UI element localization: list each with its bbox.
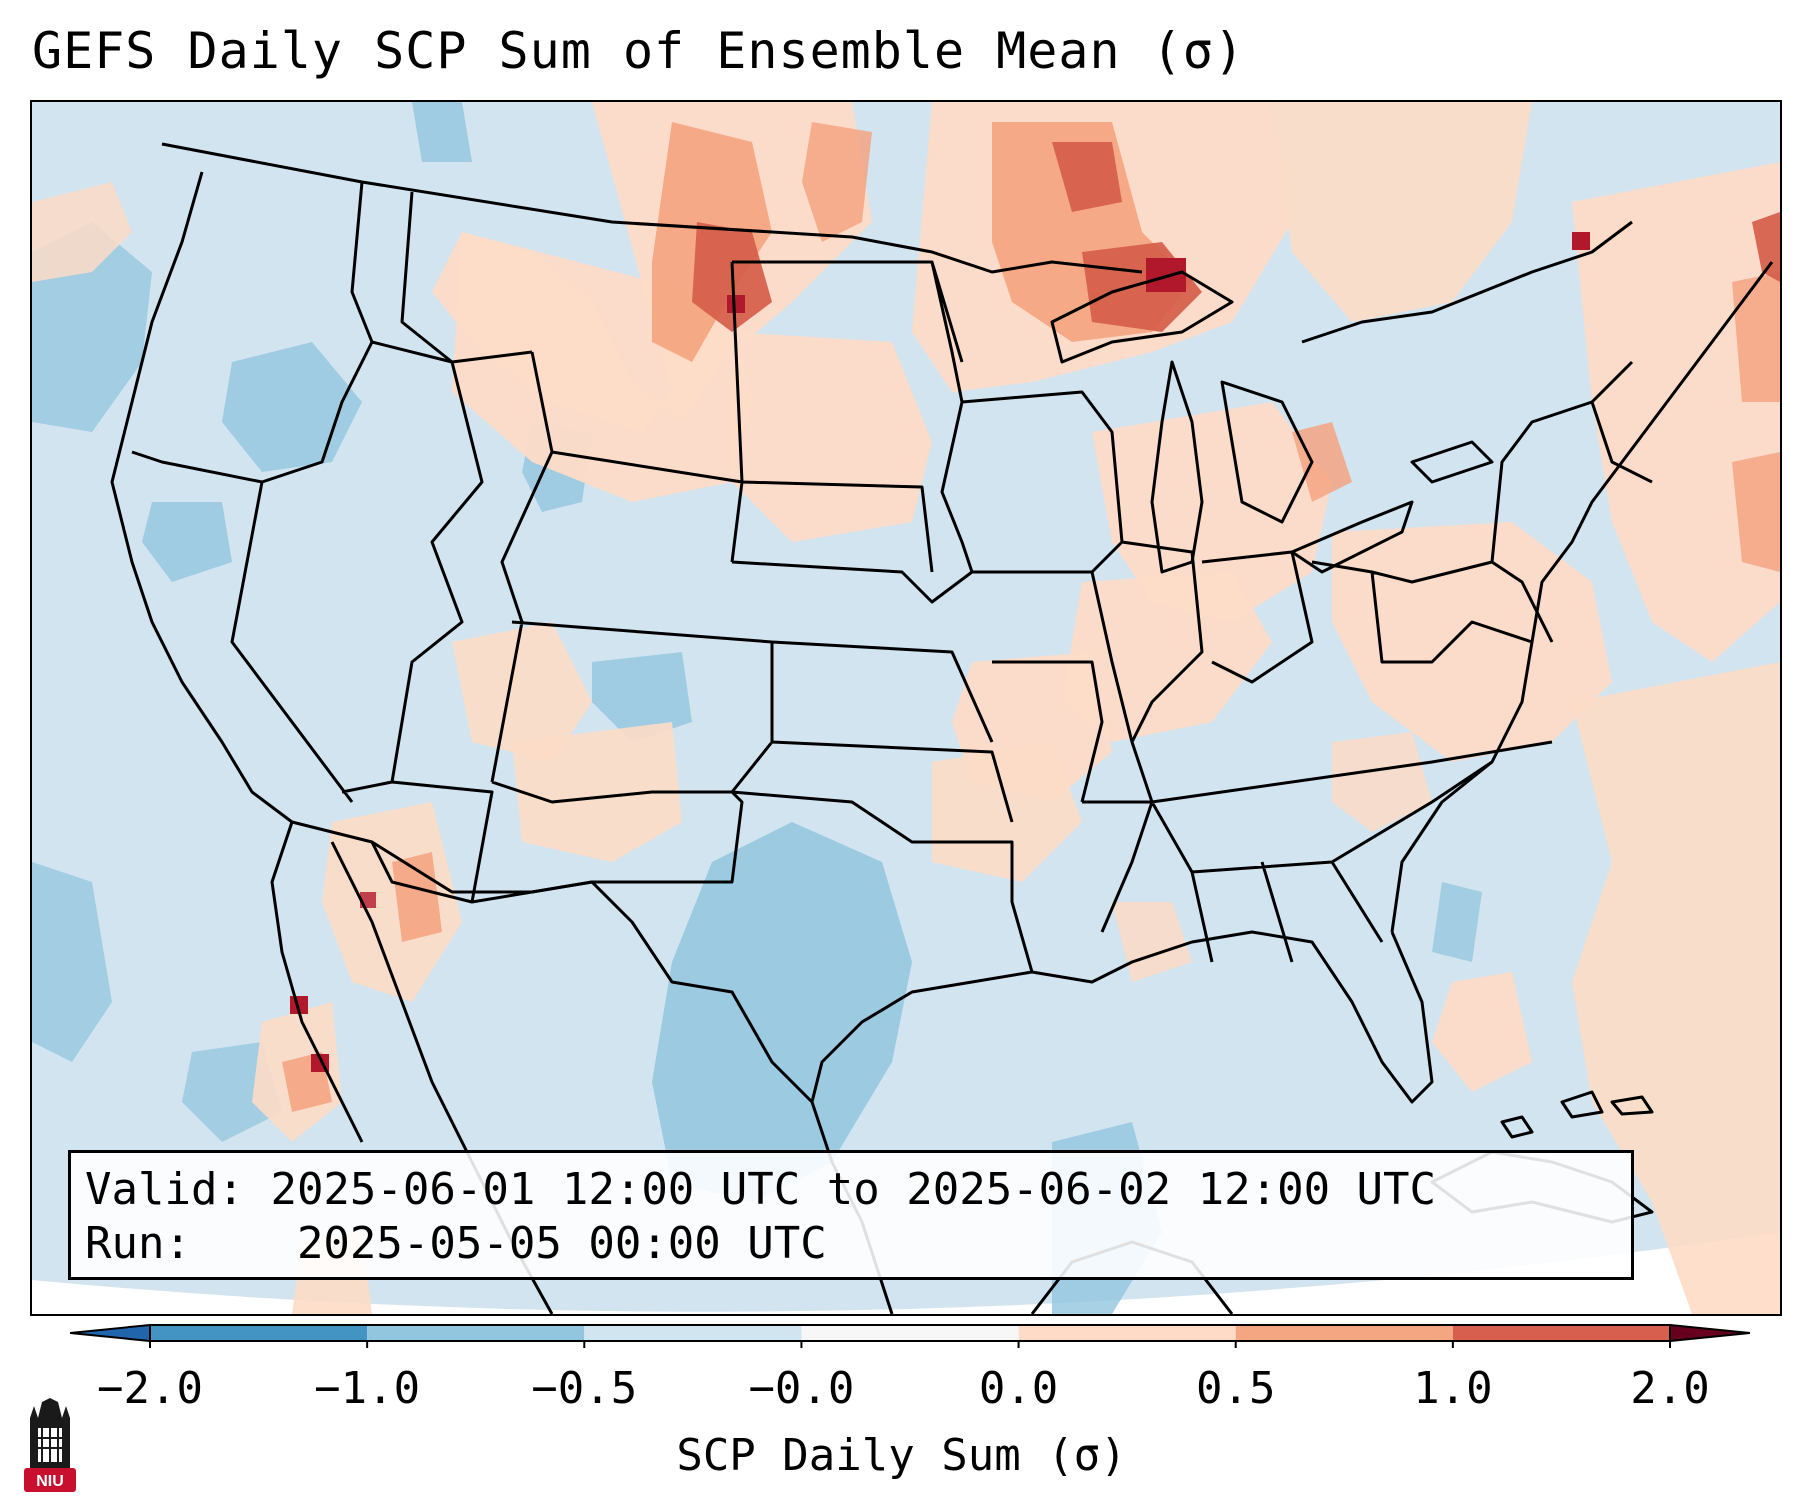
anomaly-patch-positive bbox=[1092, 402, 1332, 622]
colorbar-tick-label: −2.0 bbox=[97, 1363, 203, 1414]
mexico-us-border bbox=[291, 820, 814, 1104]
anomaly-patch-negative bbox=[142, 502, 232, 582]
west-coast bbox=[110, 171, 293, 824]
map-canvas bbox=[32, 102, 1780, 1314]
colorbar-extend-high bbox=[1669, 1323, 1750, 1343]
colorbar-segment bbox=[367, 1325, 585, 1341]
gulf-coast bbox=[810, 930, 1434, 1104]
run-label: Run: bbox=[85, 1218, 191, 1269]
anomaly-cell-max bbox=[727, 295, 745, 313]
colorbar-tick-label: −0.5 bbox=[531, 1363, 638, 1414]
anomaly-patch-positive bbox=[512, 722, 682, 862]
state-borders bbox=[131, 181, 1653, 973]
anomaly-patch-positive bbox=[1272, 102, 1532, 322]
colorbar-label: SCP Daily Sum (σ) bbox=[676, 1430, 1127, 1481]
colorbar-tick-label: 1.0 bbox=[1413, 1363, 1493, 1414]
anomaly-patch-negative bbox=[1432, 882, 1482, 962]
colorbar-tick-label: 0.5 bbox=[1195, 1363, 1276, 1414]
logo-text: NIU bbox=[36, 1473, 64, 1490]
anomaly-patch-positive-medium bbox=[1732, 272, 1780, 402]
anomaly-patch-positive-strong bbox=[1052, 142, 1122, 212]
anomaly-patch-positive-medium bbox=[392, 852, 442, 942]
anomaly-patch-positive-medium bbox=[1732, 452, 1780, 572]
map-panel bbox=[30, 100, 1782, 1316]
anomaly-patch-negative bbox=[592, 652, 692, 742]
anomaly-field bbox=[32, 102, 1780, 1314]
anomaly-cell-max bbox=[1146, 258, 1186, 292]
anomaly-patch-positive bbox=[732, 332, 932, 542]
anomaly-patch-negative bbox=[32, 862, 112, 1062]
anomaly-patch-positive bbox=[932, 742, 1082, 882]
island bbox=[1560, 1090, 1604, 1119]
colorbar-segment bbox=[1452, 1325, 1670, 1341]
anomaly-patch-positive bbox=[452, 622, 592, 762]
colorbar-segment bbox=[801, 1325, 1019, 1341]
anomaly-patch-positive bbox=[1062, 572, 1272, 742]
lake-ontario bbox=[1410, 440, 1494, 484]
anomaly-patch-positive bbox=[1432, 972, 1532, 1092]
island bbox=[1610, 1095, 1654, 1116]
lake-erie bbox=[1290, 500, 1414, 574]
anomaly-patch-negative bbox=[412, 102, 472, 162]
colorbar-tick-label: −0.0 bbox=[748, 1363, 855, 1414]
anomaly-patch-positive bbox=[1332, 732, 1432, 832]
lake-superior bbox=[1050, 270, 1234, 364]
lake-michigan bbox=[1150, 360, 1204, 574]
colorbar-tick-label: −1.0 bbox=[314, 1363, 421, 1414]
canada-border-east bbox=[1301, 220, 1633, 344]
anomaly-patch-positive-strong bbox=[1752, 212, 1780, 282]
anomaly-patch-positive-medium bbox=[802, 122, 872, 242]
anomaly-cell-max bbox=[1572, 232, 1590, 250]
anomaly-patch-positive bbox=[32, 182, 132, 282]
anomaly-patch-negative bbox=[222, 342, 362, 472]
anomaly-patch-positive bbox=[1572, 162, 1780, 662]
anomaly-patch-negative bbox=[652, 822, 912, 1202]
valid-label: Valid: bbox=[85, 1164, 244, 1215]
colorbar-segment bbox=[584, 1325, 802, 1341]
colorbar bbox=[70, 1323, 1750, 1348]
anomaly-patch-positive-medium bbox=[1292, 422, 1352, 502]
colorbar-segment bbox=[1018, 1325, 1236, 1341]
colorbar-segment bbox=[1235, 1325, 1453, 1341]
map-title: GEFS Daily SCP Sum of Ensemble Mean (σ) bbox=[32, 22, 1245, 80]
colorbar-tick-label: 2.0 bbox=[1630, 1363, 1710, 1414]
anomaly-patch-positive bbox=[322, 802, 462, 1002]
colorbar-extend-low bbox=[70, 1323, 151, 1343]
validity-info-box: Valid: 2025-06-01 12:00 UTC to 2025-06-0… bbox=[68, 1150, 1634, 1280]
colorbar-segment bbox=[150, 1325, 368, 1341]
canada-border bbox=[161, 142, 1143, 274]
east-coast bbox=[1390, 261, 1774, 933]
colorbar-frame bbox=[149, 1324, 1671, 1342]
run-time: 2025-05-05 00:00 UTC bbox=[296, 1218, 827, 1269]
island bbox=[1500, 1115, 1534, 1139]
valid-time: 2025-06-01 12:00 UTC to 2025-06-02 12:00… bbox=[270, 1164, 1437, 1215]
university-tower-icon: NIU bbox=[24, 1398, 76, 1492]
baja-coast bbox=[270, 821, 364, 1143]
colorbar-tick-label: 0.0 bbox=[978, 1363, 1059, 1414]
lake-huron bbox=[1220, 380, 1314, 524]
